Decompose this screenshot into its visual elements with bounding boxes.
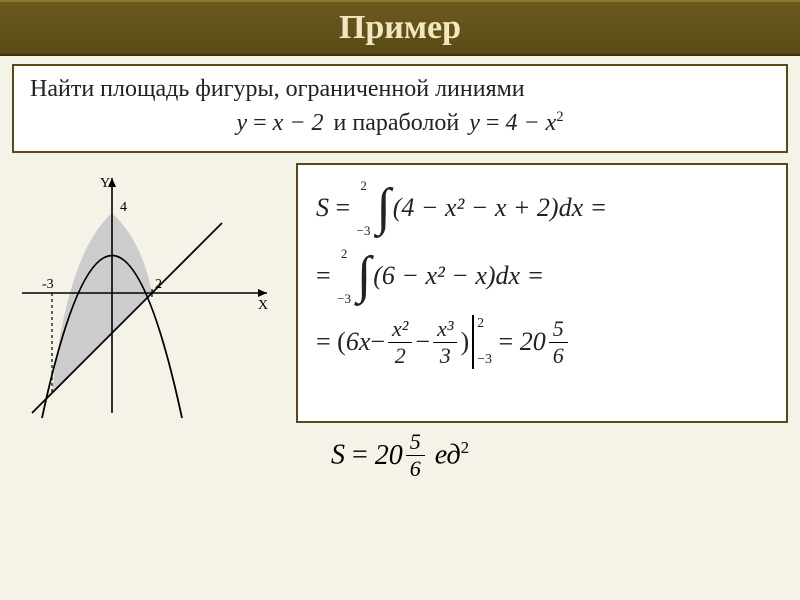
content-row: -3 2 4 X Y S = 2 −3 ∫ (4 − x² − x + 2)dx…	[12, 163, 788, 423]
solution-line-3: = ( 6x − x² 2 − x³ 3 ) 2 −3 =	[316, 315, 768, 369]
problem-text: Найти площадь фигуры, ограниченной линия…	[30, 76, 770, 103]
frac-x2-2: x² 2	[388, 318, 412, 367]
result-mixed: 20 5 6	[520, 318, 571, 367]
connector-text: и параболой	[334, 110, 460, 137]
equation-line: y = x − 2	[236, 110, 323, 137]
equation-parabola: y = 4 − x2	[469, 109, 563, 137]
solution-line-2: = 2 −3 ∫ (6 − x² − x)dx =	[316, 247, 768, 305]
title-bar: Пример	[0, 0, 800, 56]
integral-1: 2 −3 ∫	[357, 179, 393, 237]
integral-2: 2 −3 ∫	[337, 247, 373, 305]
solution-box: S = 2 −3 ∫ (4 − x² − x + 2)dx = = 2 −3 ∫…	[296, 163, 788, 423]
label-2: 2	[155, 277, 162, 292]
label-neg3: -3	[42, 277, 54, 292]
graph-svg: -3 2 4 X Y	[12, 163, 282, 423]
y-axis-label: Y	[100, 176, 110, 191]
solution-line-1: S = 2 −3 ∫ (4 − x² − x + 2)dx =	[316, 179, 768, 237]
graph: -3 2 4 X Y	[12, 163, 282, 423]
frac-x3-3: x³ 3	[433, 318, 457, 367]
problem-equations: y = x − 2 и параболой y = 4 − x2	[30, 109, 770, 137]
eval-bar: 2 −3	[469, 315, 492, 369]
page-title: Пример	[339, 9, 461, 47]
label-4: 4	[120, 200, 127, 215]
final-answer: S = 20 5 6 ед2	[0, 431, 800, 480]
problem-statement: Найти площадь фигуры, ограниченной линия…	[12, 64, 788, 153]
x-axis-label: X	[258, 298, 268, 313]
